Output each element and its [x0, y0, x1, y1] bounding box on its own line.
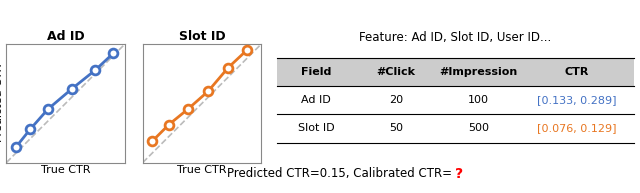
Point: [223, 66, 233, 69]
Bar: [276, 58, 634, 86]
Text: Slot ID: Slot ID: [298, 124, 334, 134]
Text: 100: 100: [468, 96, 489, 105]
Title: Ad ID: Ad ID: [47, 30, 84, 43]
Title: Slot ID: Slot ID: [179, 30, 225, 43]
Point: [90, 69, 100, 72]
X-axis label: True CTR: True CTR: [177, 165, 227, 175]
Text: 50: 50: [389, 124, 403, 134]
Text: ?: ?: [455, 167, 463, 181]
Point: [182, 108, 193, 111]
Text: [0.076, 0.129]: [0.076, 0.129]: [537, 124, 616, 134]
Text: CTR: CTR: [564, 67, 589, 77]
X-axis label: True CTR: True CTR: [41, 165, 90, 175]
Point: [43, 108, 53, 111]
Text: [0.133, 0.289]: [0.133, 0.289]: [537, 96, 616, 105]
Text: Ad ID: Ad ID: [301, 96, 331, 105]
Point: [147, 140, 157, 143]
Point: [67, 87, 77, 91]
Point: [25, 128, 35, 131]
Point: [203, 90, 213, 93]
Text: 20: 20: [389, 96, 403, 105]
Point: [108, 52, 118, 55]
Point: [164, 123, 174, 126]
Text: 500: 500: [468, 124, 489, 134]
Text: #Click: #Click: [377, 67, 416, 77]
Text: #Impression: #Impression: [439, 67, 518, 77]
Point: [242, 48, 252, 52]
Text: Predicted CTR=0.15, Calibrated CTR=: Predicted CTR=0.15, Calibrated CTR=: [227, 167, 452, 180]
Point: [11, 146, 21, 149]
Text: Field: Field: [301, 67, 331, 77]
Text: Feature: Ad ID, Slot ID, User ID...: Feature: Ad ID, Slot ID, User ID...: [359, 31, 551, 44]
Y-axis label: Predicted CTR: Predicted CTR: [0, 64, 4, 142]
